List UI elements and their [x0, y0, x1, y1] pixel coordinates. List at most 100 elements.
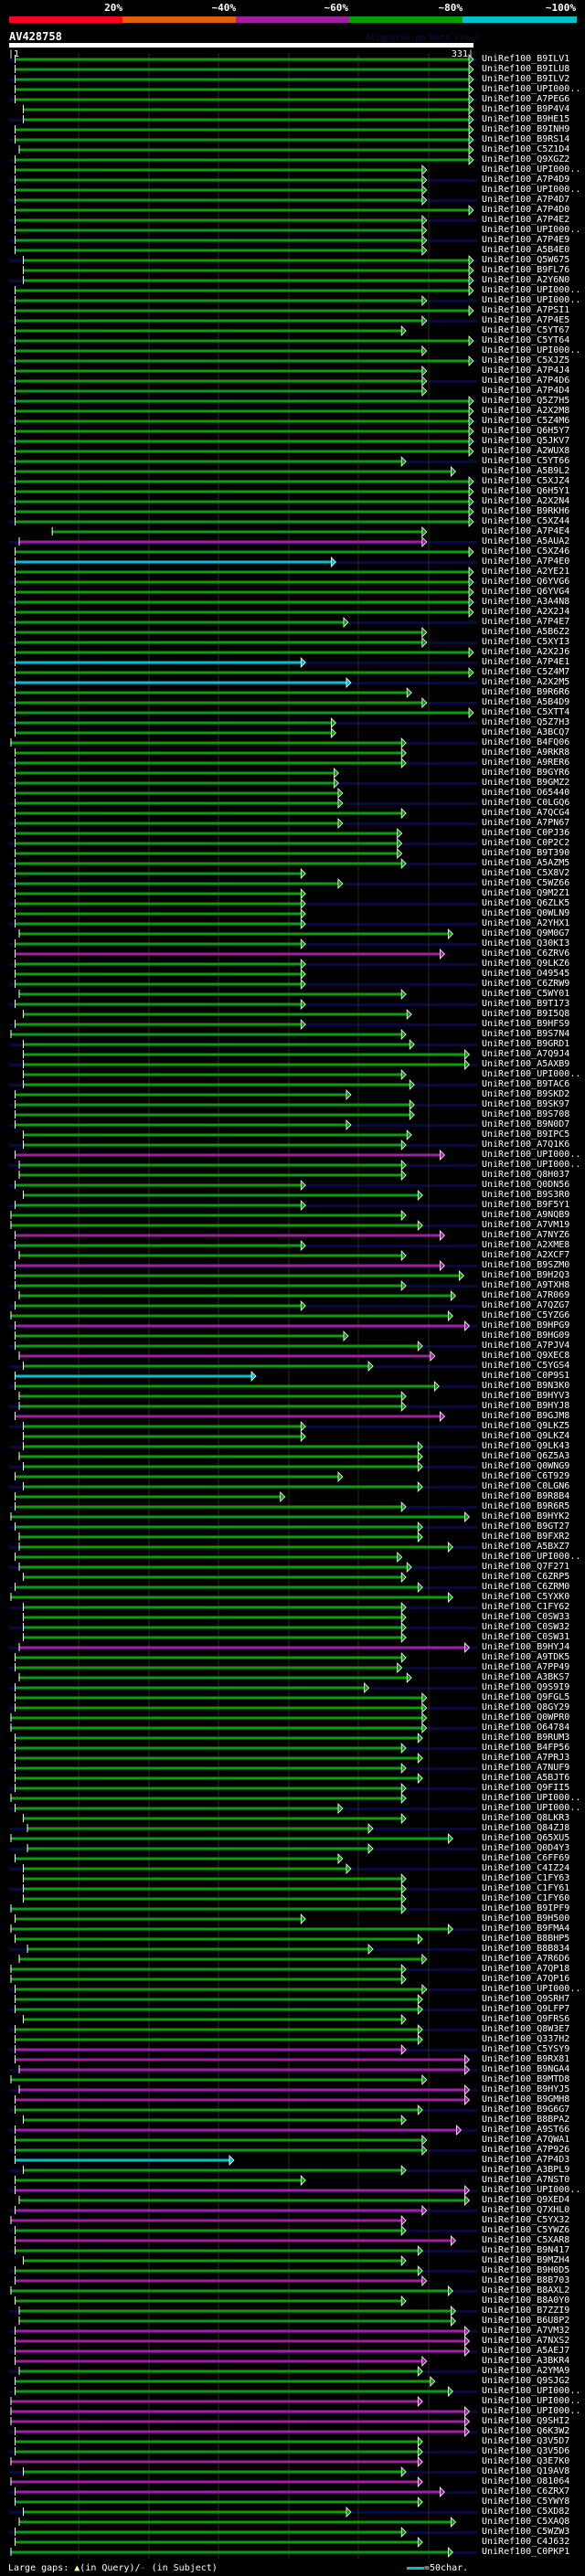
- hit-label[interactable]: UniRef100_A2X2M5: [482, 677, 570, 687]
- hit-label[interactable]: UniRef100_UPI000..: [482, 295, 581, 305]
- hit-label[interactable]: UniRef100_C6ZRV6: [482, 949, 570, 959]
- hit-label[interactable]: UniRef100_C5YWY8: [482, 2496, 570, 2507]
- hit-label[interactable]: UniRef100_B9T390: [482, 848, 570, 858]
- hit-label[interactable]: UniRef100_Q9XED4: [482, 2195, 570, 2205]
- hit-label[interactable]: UniRef100_C5WZW3: [482, 2527, 570, 2537]
- hit-label[interactable]: UniRef100_UPI000..: [482, 2386, 581, 2396]
- hit-label[interactable]: UniRef100_B9HYK2: [482, 1511, 570, 1521]
- hit-label[interactable]: UniRef100_UPI000..: [482, 1793, 581, 1803]
- hit-label[interactable]: UniRef100_C5YT67: [482, 325, 570, 335]
- hit-label[interactable]: UniRef100_Q3V5D7: [482, 2436, 570, 2446]
- hit-label[interactable]: UniRef100_B9SKD2: [482, 1089, 570, 1099]
- hit-label[interactable]: UniRef100_A7P4E1: [482, 657, 570, 667]
- hit-label[interactable]: UniRef100_Q9XEC8: [482, 1351, 570, 1361]
- hit-label[interactable]: UniRef100_C5XAQ8: [482, 2517, 570, 2527]
- hit-label[interactable]: UniRef100_Q19AV8: [482, 2466, 570, 2476]
- hit-label[interactable]: UniRef100_B9I5Q8: [482, 1009, 570, 1019]
- hit-label[interactable]: UniRef100_Q9LKZ4: [482, 1431, 570, 1441]
- hit-label[interactable]: UniRef100_B8A0Y0: [482, 2295, 570, 2306]
- hit-label[interactable]: UniRef100_C0PJ36: [482, 828, 570, 838]
- hit-label[interactable]: UniRef100_UPI000..: [482, 2396, 581, 2406]
- hit-label[interactable]: UniRef100_Q5Z7H5: [482, 396, 570, 406]
- hit-label[interactable]: UniRef100_B9SZM0: [482, 1260, 570, 1270]
- hit-label[interactable]: UniRef100_B9ILV1: [482, 54, 570, 64]
- hit-label[interactable]: UniRef100_A9TXH8: [482, 1280, 570, 1290]
- hit-label[interactable]: UniRef100_C5YGS4: [482, 1361, 570, 1371]
- hit-label[interactable]: UniRef100_Q0WLN9: [482, 908, 570, 918]
- hit-label[interactable]: UniRef100_C5XAR8: [482, 2235, 570, 2245]
- hit-label[interactable]: UniRef100_C6T929: [482, 1471, 570, 1481]
- hit-label[interactable]: UniRef100_A7P4E4: [482, 526, 570, 536]
- hit-label[interactable]: UniRef100_B8BHP5: [482, 1934, 570, 1944]
- hit-label[interactable]: UniRef100_A7PSI1: [482, 305, 570, 315]
- hit-label[interactable]: UniRef100_C5Z1D4: [482, 144, 570, 154]
- hit-label[interactable]: UniRef100_B9FL76: [482, 265, 570, 275]
- hit-label[interactable]: UniRef100_A9RKR8: [482, 747, 570, 758]
- hit-label[interactable]: UniRef100_A7P4E5: [482, 315, 570, 325]
- hit-label[interactable]: UniRef100_A7VM19: [482, 1220, 570, 1230]
- hit-label[interactable]: UniRef100_B9MTD8: [482, 2074, 570, 2084]
- hit-label[interactable]: UniRef100_UPI000..: [482, 185, 581, 195]
- hit-label[interactable]: UniRef100_A7QP18: [482, 1964, 570, 1974]
- hit-label[interactable]: UniRef100_C4J632: [482, 2537, 570, 2547]
- hit-label[interactable]: UniRef100_B9GT27: [482, 1521, 570, 1532]
- hit-label[interactable]: UniRef100_A2WUX8: [482, 446, 570, 456]
- hit-label[interactable]: UniRef100_Q6H5Y7: [482, 426, 570, 436]
- hit-label[interactable]: UniRef100_A9NQB9: [482, 1210, 570, 1220]
- hit-label[interactable]: UniRef100_C6ZRP5: [482, 1572, 570, 1582]
- hit-label[interactable]: UniRef100_C5YX32: [482, 2215, 570, 2225]
- hit-label[interactable]: UniRef100_Q5JKV7: [482, 436, 570, 446]
- hit-label[interactable]: UniRef100_A7R069: [482, 1290, 570, 1300]
- hit-label[interactable]: UniRef100_C6FF69: [482, 1853, 570, 1863]
- hit-label[interactable]: UniRef100_Q6K3W2: [482, 2426, 570, 2436]
- hit-label[interactable]: UniRef100_C5XJZ4: [482, 476, 570, 486]
- hit-label[interactable]: UniRef100_B9GMZ2: [482, 778, 570, 788]
- hit-label[interactable]: UniRef100_B9N3K0: [482, 1381, 570, 1391]
- hit-label[interactable]: UniRef100_Q84ZJ8: [482, 1823, 570, 1833]
- hit-label[interactable]: UniRef100_C5X8V2: [482, 868, 570, 878]
- hit-label[interactable]: UniRef100_A7Q9J4: [482, 1049, 570, 1059]
- hit-label[interactable]: UniRef100_Q3V5D6: [482, 2446, 570, 2456]
- hit-label[interactable]: UniRef100_A9ST66: [482, 2125, 570, 2135]
- hit-label[interactable]: UniRef100_B9ILU8: [482, 64, 570, 74]
- hit-label[interactable]: UniRef100_A2X2N4: [482, 496, 570, 506]
- hit-label[interactable]: UniRef100_O65440: [482, 788, 570, 798]
- hit-label[interactable]: UniRef100_Q0WPR0: [482, 1712, 570, 1723]
- hit-label[interactable]: UniRef100_C5XTT4: [482, 707, 570, 717]
- hit-label[interactable]: UniRef100_B9H500: [482, 1913, 570, 1924]
- hit-label[interactable]: UniRef100_A5BJT6: [482, 1773, 570, 1783]
- hit-label[interactable]: UniRef100_B8B703: [482, 2275, 570, 2285]
- hit-label[interactable]: UniRef100_Q9SHI2: [482, 2416, 570, 2426]
- hit-label[interactable]: UniRef100_B9HYJ4: [482, 1642, 570, 1652]
- hit-label[interactable]: UniRef100_A5BXZ7: [482, 1542, 570, 1552]
- hit-label[interactable]: UniRef100_A5AEJ7: [482, 2346, 570, 2356]
- hit-label[interactable]: UniRef100_A7P4J4: [482, 366, 570, 376]
- hit-label[interactable]: UniRef100_Q9LKZ5: [482, 1421, 570, 1431]
- hit-label[interactable]: UniRef100_C5XJZ5: [482, 355, 570, 366]
- hit-label[interactable]: UniRef100_Q5W675: [482, 255, 570, 265]
- hit-label[interactable]: UniRef100_A2YMA9: [482, 2366, 570, 2376]
- hit-label[interactable]: UniRef100_B9MZH4: [482, 2255, 570, 2265]
- hit-label[interactable]: UniRef100_UPI000..: [482, 1803, 581, 1813]
- hit-label[interactable]: UniRef100_A2XME8: [482, 1240, 570, 1250]
- hit-label[interactable]: UniRef100_O49545: [482, 969, 570, 979]
- hit-label[interactable]: UniRef100_B9HYJ8: [482, 1401, 570, 1411]
- hit-label[interactable]: UniRef100_UPI000..: [482, 1069, 581, 1079]
- hit-label[interactable]: UniRef100_A7PJV4: [482, 1341, 570, 1351]
- hit-label[interactable]: UniRef100_A2X2M8: [482, 406, 570, 416]
- hit-label[interactable]: UniRef100_A7P4D0: [482, 205, 570, 215]
- hit-label[interactable]: UniRef100_B9R6R6: [482, 687, 570, 697]
- hit-label[interactable]: UniRef100_A7Q1K6: [482, 1140, 570, 1150]
- hit-label[interactable]: UniRef100_C1FY61: [482, 1883, 570, 1893]
- hit-label[interactable]: UniRef100_Q9SRH7: [482, 1994, 570, 2004]
- hit-label[interactable]: UniRef100_A5B4E0: [482, 245, 570, 255]
- hit-label[interactable]: UniRef100_B9RS14: [482, 134, 570, 144]
- hit-label[interactable]: UniRef100_A3BKS7: [482, 1672, 570, 1682]
- hit-label[interactable]: UniRef100_Q9M0G7: [482, 928, 570, 938]
- hit-label[interactable]: UniRef100_Q6Z5A3: [482, 1451, 570, 1461]
- hit-label[interactable]: UniRef100_A5B9L2: [482, 466, 570, 476]
- hit-label[interactable]: UniRef100_B9NGA4: [482, 2064, 570, 2074]
- hit-label[interactable]: UniRef100_C5XZ44: [482, 516, 570, 526]
- hit-label[interactable]: UniRef100_A2YE21: [482, 567, 570, 577]
- hit-label[interactable]: UniRef100_Q7XHL0: [482, 2205, 570, 2215]
